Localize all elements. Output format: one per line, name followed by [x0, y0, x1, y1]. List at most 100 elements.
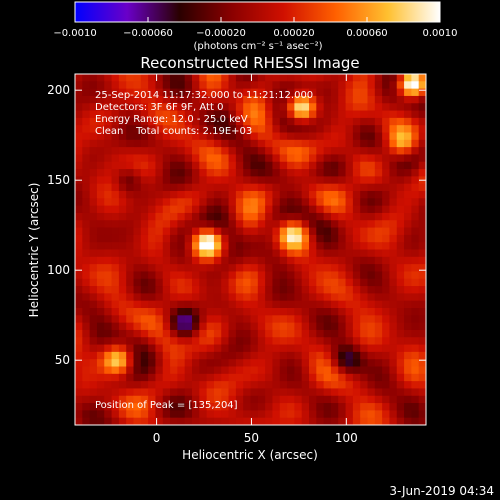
heatmap-cell [243, 125, 251, 133]
heatmap-cell [309, 278, 317, 287]
heatmap-cell [170, 337, 178, 345]
heatmap-cell [316, 395, 325, 404]
heatmap-cell [294, 308, 303, 316]
heatmap-cell [133, 271, 142, 280]
heatmap-cell [140, 154, 149, 163]
heatmap-cell [309, 220, 317, 228]
heatmap-cell [82, 154, 91, 163]
heatmap-cell [228, 88, 237, 97]
heatmap-cell [287, 315, 295, 324]
heatmap-cell [272, 286, 281, 294]
heatmap-cell [221, 249, 229, 258]
heatmap-cell [360, 95, 368, 104]
heatmap-cell [352, 329, 361, 338]
heatmap-cell [126, 381, 134, 389]
heatmap-cell [345, 351, 354, 360]
heatmap-cell [330, 198, 339, 207]
heatmap-cell [404, 191, 412, 199]
heatmap-cell [265, 139, 273, 148]
heatmap-cell [133, 139, 142, 148]
heatmap-cell [301, 417, 310, 426]
annotation-time: 25-Sep-2014 11:17:32.000 to 11:21:12.000 [95, 90, 313, 101]
heatmap-cell [360, 212, 368, 221]
heatmap-cell [323, 161, 332, 170]
heatmap-cell [199, 322, 208, 331]
heatmap-cell [352, 278, 361, 287]
heatmap-cell [396, 329, 405, 338]
heatmap-cell [345, 395, 354, 404]
heatmap-cell [199, 373, 208, 382]
heatmap-cell [411, 198, 420, 207]
heatmap-cell [82, 139, 91, 148]
heatmap-cell [235, 132, 244, 141]
heatmap-cell [118, 351, 127, 360]
heatmap-cell [221, 388, 229, 397]
heatmap-cell [89, 403, 98, 411]
heatmap-cell [338, 81, 346, 90]
heatmap-cell [418, 161, 427, 170]
heatmap-cell [192, 417, 200, 426]
heatmap-cell [148, 373, 156, 382]
heatmap-cell [352, 249, 361, 258]
heatmap-cell [309, 351, 317, 360]
heatmap-cell [235, 249, 244, 258]
heatmap-cell [104, 154, 112, 163]
heatmap-cell [382, 110, 390, 119]
heatmap-cell [360, 139, 368, 148]
heatmap-cell [140, 286, 149, 294]
heatmap-cell [221, 417, 229, 426]
heatmap-cell [309, 154, 317, 163]
heatmap-cell [250, 410, 259, 419]
heatmap-cell [133, 359, 142, 367]
heatmap-cell [199, 147, 208, 155]
heatmap-cell [352, 256, 361, 265]
heatmap-cell [316, 351, 325, 360]
heatmap-cell [294, 264, 303, 272]
heatmap-cell [301, 234, 310, 243]
heatmap-cell [279, 373, 288, 382]
heatmap-cell [323, 315, 332, 324]
heatmap-cell [279, 329, 288, 338]
heatmap-cell [111, 417, 120, 426]
heatmap-cell [177, 403, 186, 411]
heatmap-cell [140, 169, 149, 177]
heatmap-cell [155, 373, 164, 382]
heatmap-cell [192, 205, 200, 214]
heatmap-cell [184, 308, 193, 316]
heatmap-cell [140, 161, 149, 170]
heatmap-cell [243, 81, 251, 90]
heatmap-cell [316, 88, 325, 97]
heatmap-cell [170, 132, 178, 141]
heatmap-cell [155, 242, 164, 250]
heatmap-cell [352, 271, 361, 280]
heatmap-cell [96, 234, 105, 243]
heatmap-cell [301, 95, 310, 104]
heatmap-cell [162, 88, 171, 97]
heatmap-cell [287, 373, 295, 382]
heatmap-cell [184, 139, 193, 148]
heatmap-cell [345, 161, 354, 170]
heatmap-cell [301, 388, 310, 397]
heatmap-cell [330, 417, 339, 426]
heatmap-cell [177, 110, 186, 119]
heatmap-cell [170, 139, 178, 148]
heatmap-cell [177, 74, 186, 82]
heatmap-cell [82, 234, 91, 243]
heatmap-cell [287, 220, 295, 228]
heatmap-cell [235, 256, 244, 265]
heatmap-cell [148, 103, 156, 111]
heatmap-cell [75, 161, 83, 170]
heatmap-cell [133, 403, 142, 411]
heatmap-cell [330, 344, 339, 353]
heatmap-cell [162, 139, 171, 148]
heatmap-cell [330, 81, 339, 90]
heatmap-cell [82, 359, 91, 367]
heatmap-cell [301, 110, 310, 119]
heatmap-cell [221, 286, 229, 294]
heatmap-cell [382, 329, 390, 338]
heatmap-cell [104, 381, 112, 389]
heatmap-cell [162, 242, 171, 250]
heatmap-cell [235, 183, 244, 192]
heatmap-cell [133, 388, 142, 397]
heatmap-cell [330, 395, 339, 404]
